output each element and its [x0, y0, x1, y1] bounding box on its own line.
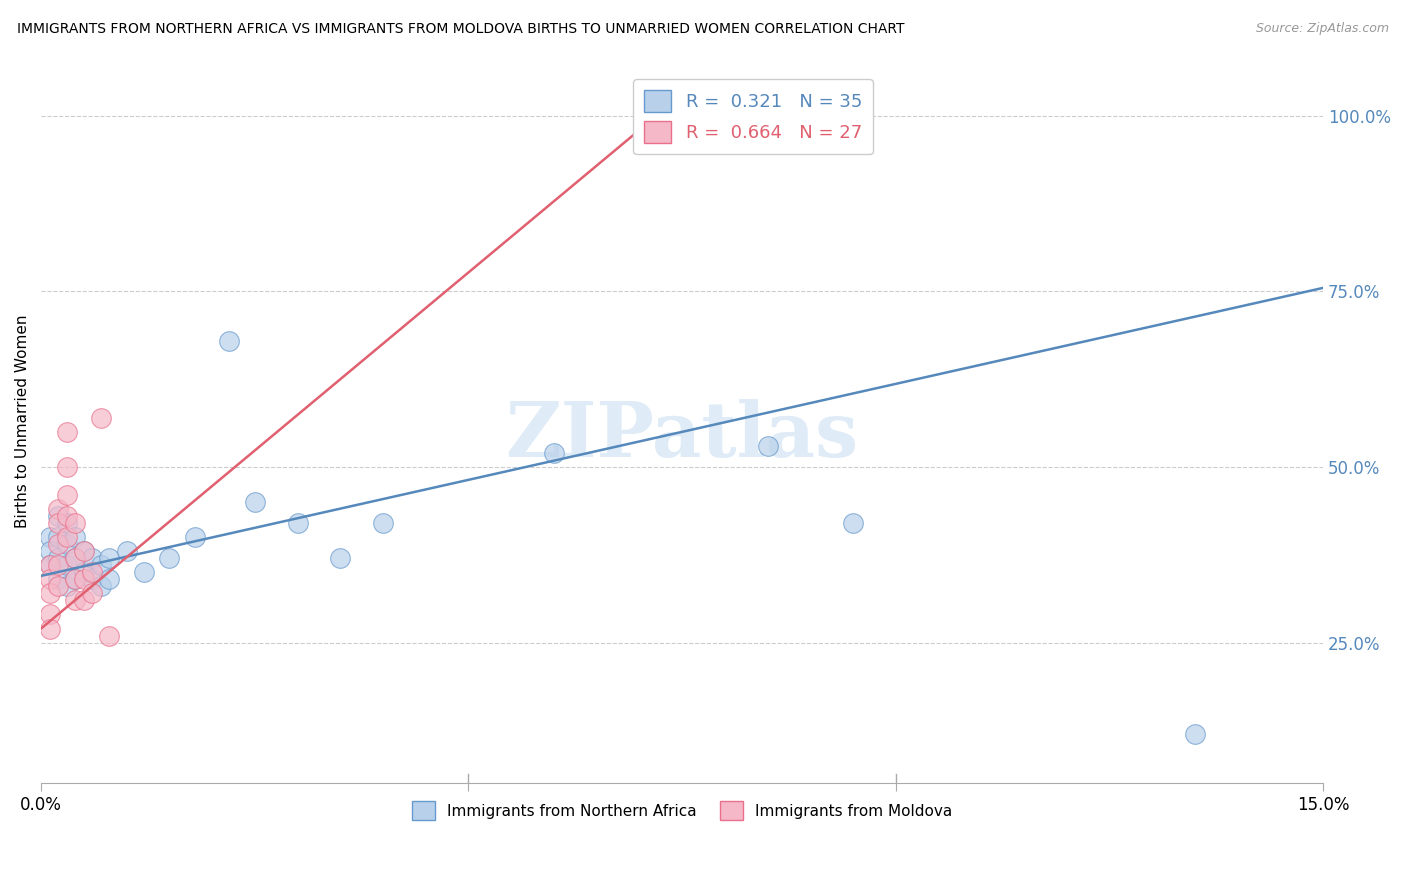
Point — [82, 586, 104, 600]
Point — [90, 558, 112, 573]
Point — [218, 334, 240, 348]
Point — [55, 460, 77, 475]
Point — [46, 530, 69, 544]
Point — [73, 566, 96, 580]
Point — [329, 551, 352, 566]
Point — [98, 572, 121, 586]
Point — [55, 558, 77, 573]
Point — [82, 572, 104, 586]
Legend: Immigrants from Northern Africa, Immigrants from Moldova: Immigrants from Northern Africa, Immigra… — [406, 795, 959, 826]
Point — [38, 572, 60, 586]
Point — [55, 488, 77, 502]
Point — [65, 551, 87, 566]
Point — [90, 579, 112, 593]
Point — [73, 593, 96, 607]
Point — [46, 502, 69, 516]
Point — [65, 516, 87, 531]
Point — [46, 516, 69, 531]
Point — [46, 558, 69, 573]
Point — [287, 516, 309, 531]
Point — [82, 551, 104, 566]
Point — [645, 109, 668, 123]
Text: Source: ZipAtlas.com: Source: ZipAtlas.com — [1256, 22, 1389, 36]
Point — [46, 509, 69, 524]
Point — [38, 530, 60, 544]
Point — [38, 607, 60, 622]
Point — [842, 516, 865, 531]
Y-axis label: Births to Unmarried Women: Births to Unmarried Women — [15, 315, 30, 528]
Point — [38, 558, 60, 573]
Point — [73, 544, 96, 558]
Point — [55, 509, 77, 524]
Point — [38, 544, 60, 558]
Point — [38, 558, 60, 573]
Point — [65, 572, 87, 586]
Point — [98, 551, 121, 566]
Point — [543, 446, 565, 460]
Point — [157, 551, 180, 566]
Point — [55, 425, 77, 439]
Point — [46, 537, 69, 551]
Point — [65, 593, 87, 607]
Point — [243, 495, 266, 509]
Point — [46, 579, 69, 593]
Point — [65, 530, 87, 544]
Point — [82, 566, 104, 580]
Text: IMMIGRANTS FROM NORTHERN AFRICA VS IMMIGRANTS FROM MOLDOVA BIRTHS TO UNMARRIED W: IMMIGRANTS FROM NORTHERN AFRICA VS IMMIG… — [17, 22, 904, 37]
Point — [55, 579, 77, 593]
Point — [38, 586, 60, 600]
Point — [55, 530, 77, 544]
Text: ZIPatlas: ZIPatlas — [506, 399, 859, 473]
Point — [73, 544, 96, 558]
Point — [371, 516, 394, 531]
Point — [65, 572, 87, 586]
Point — [1184, 727, 1206, 741]
Point — [55, 516, 77, 531]
Point — [55, 537, 77, 551]
Point — [46, 572, 69, 586]
Point — [756, 439, 779, 453]
Point — [65, 551, 87, 566]
Point — [73, 572, 96, 586]
Point — [46, 551, 69, 566]
Point — [98, 628, 121, 642]
Point — [132, 566, 155, 580]
Point — [184, 530, 207, 544]
Point — [38, 622, 60, 636]
Point — [115, 544, 138, 558]
Point — [90, 410, 112, 425]
